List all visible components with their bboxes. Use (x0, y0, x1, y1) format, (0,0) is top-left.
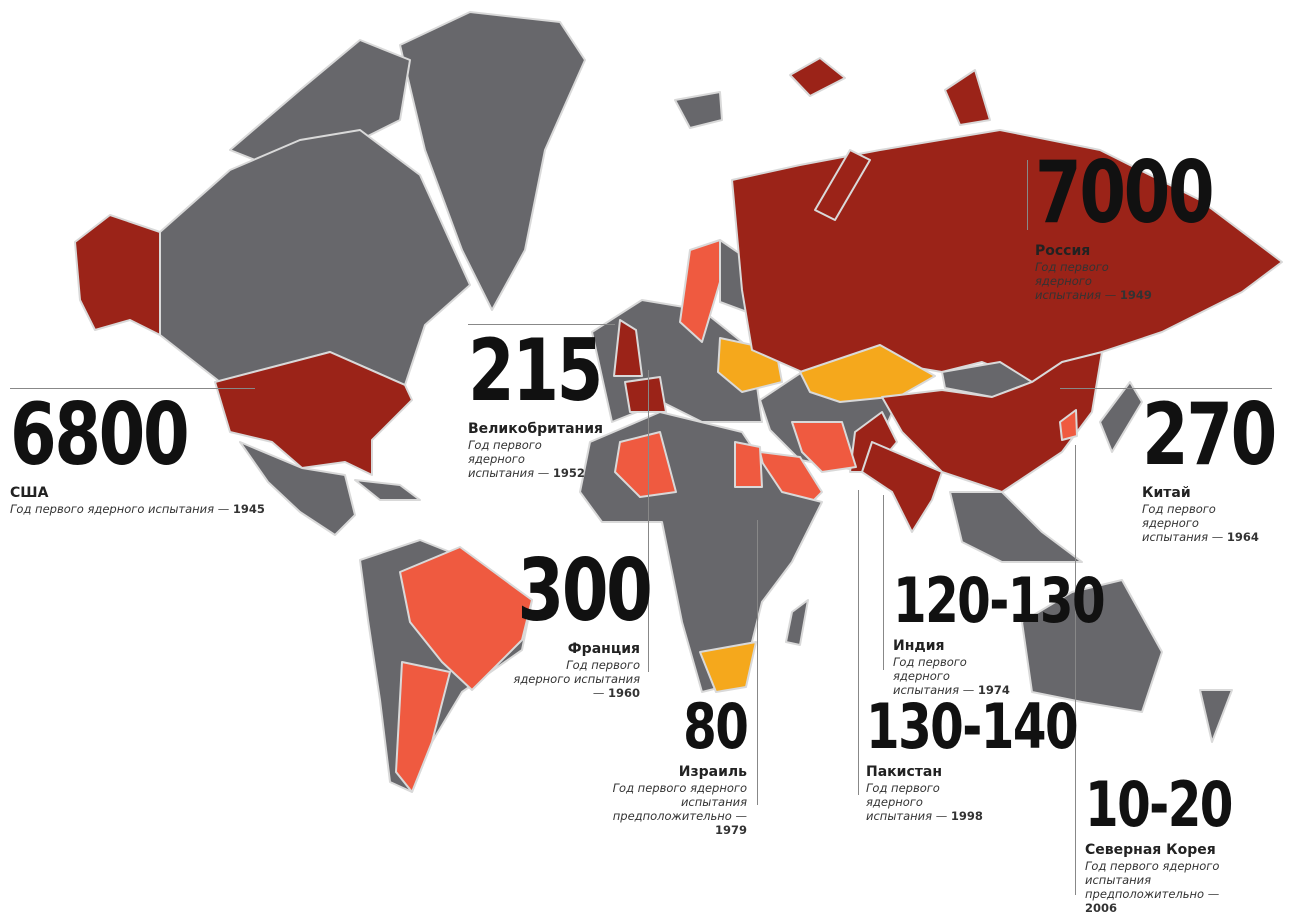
southeast-asia (949, 491, 1083, 563)
warhead-count: 215 (468, 321, 603, 421)
first-test-note: Год первого ядерного испытания — 1964 (1142, 502, 1259, 544)
usa (214, 351, 413, 476)
first-test-note: Год первого ядерного испытания предполож… (1085, 859, 1220, 915)
brazil (399, 546, 533, 691)
canada (159, 129, 471, 386)
first-test-note: Год первого ядерного испытания — 1974 (893, 655, 1010, 697)
leader-line-russia (1027, 160, 1028, 230)
first-test-note: Год первого ядерного испытания — 1949 (1035, 260, 1152, 302)
leader-line-usa (10, 388, 255, 389)
leader-line-china (1060, 388, 1272, 389)
country-name: Северная Корея (1085, 842, 1216, 858)
argentina (395, 661, 451, 793)
warhead-count: 10-20 (1085, 768, 1233, 841)
first-test-note: Год первого ядерного испытания предполож… (612, 781, 747, 837)
first-test-note: Год первого ядерного испытания — 1945 (10, 502, 265, 516)
label-india: 120-130 Индия Год первого ядерного испыт… (893, 568, 1106, 697)
label-north-korea: 10-20 Северная Корея Год первого ядерног… (1085, 772, 1285, 915)
country-name: Китай (1142, 485, 1191, 501)
country-name: Франция (567, 641, 640, 657)
india (861, 441, 943, 533)
leader-line-uk (468, 324, 615, 325)
japan (1099, 381, 1143, 453)
iran (791, 421, 857, 473)
uk (613, 319, 643, 377)
first-test-note: Год первого ядерного испытания — 1952 (468, 438, 585, 480)
severnaya-zemlya (944, 69, 991, 126)
leader-line-france (648, 370, 649, 672)
country-name: Великобритания (468, 421, 603, 437)
leader-line-pakistan (858, 490, 859, 795)
label-france: 300 Франция Год первого ядерного испытан… (480, 546, 652, 700)
egypt (734, 441, 763, 488)
leader-line-india (883, 495, 884, 670)
alaska (74, 214, 161, 336)
south-africa (699, 641, 757, 693)
greenland (399, 11, 586, 311)
warhead-count: 120-130 (893, 564, 1106, 637)
warhead-count: 130-140 (866, 690, 1079, 763)
label-uk: 215 Великобритания Год первого ядерного … (468, 326, 638, 480)
algeria (614, 431, 677, 498)
china (881, 351, 1103, 493)
madagascar (785, 599, 809, 646)
country-name: США (10, 485, 49, 501)
warhead-count: 270 (1142, 385, 1277, 485)
mexico-central-america (239, 441, 356, 536)
country-name: Россия (1035, 243, 1091, 259)
first-test-note: Год первого ядерного испытания — 1960 (513, 658, 640, 700)
label-pakistan: 130-140 Пакистан Год первого ядерного ис… (866, 690, 1079, 823)
warhead-count: 80 (682, 690, 749, 763)
iceland (674, 91, 723, 129)
warhead-count: 300 (517, 541, 653, 641)
label-israel: 80 Израиль Год первого ядерного испытани… (585, 690, 749, 837)
north-korea (1059, 409, 1078, 441)
first-test-note: Год первого ядерного испытания — 1998 (866, 781, 983, 823)
leader-line-israel (757, 520, 758, 805)
warhead-count: 7000 (1035, 143, 1215, 243)
caribbean (354, 479, 421, 501)
new-zealand (1199, 689, 1233, 743)
australia (1021, 579, 1163, 713)
warhead-count: 6800 (10, 385, 190, 485)
leader-line-north-korea (1075, 445, 1076, 895)
svalbard (789, 57, 846, 97)
novaya-zemlya (814, 149, 871, 221)
norway-sweden (679, 239, 721, 343)
label-china: 270 Китай Год первого ядерного испытания… (1142, 390, 1292, 544)
label-russia: 7000 Россия Год первого ядерного испытан… (1035, 148, 1235, 302)
country-name: Индия (893, 638, 945, 654)
country-name: Пакистан (866, 764, 943, 780)
label-usa: 6800 США Год первого ядерного испытания … (10, 390, 270, 516)
country-name: Израиль (678, 764, 747, 780)
